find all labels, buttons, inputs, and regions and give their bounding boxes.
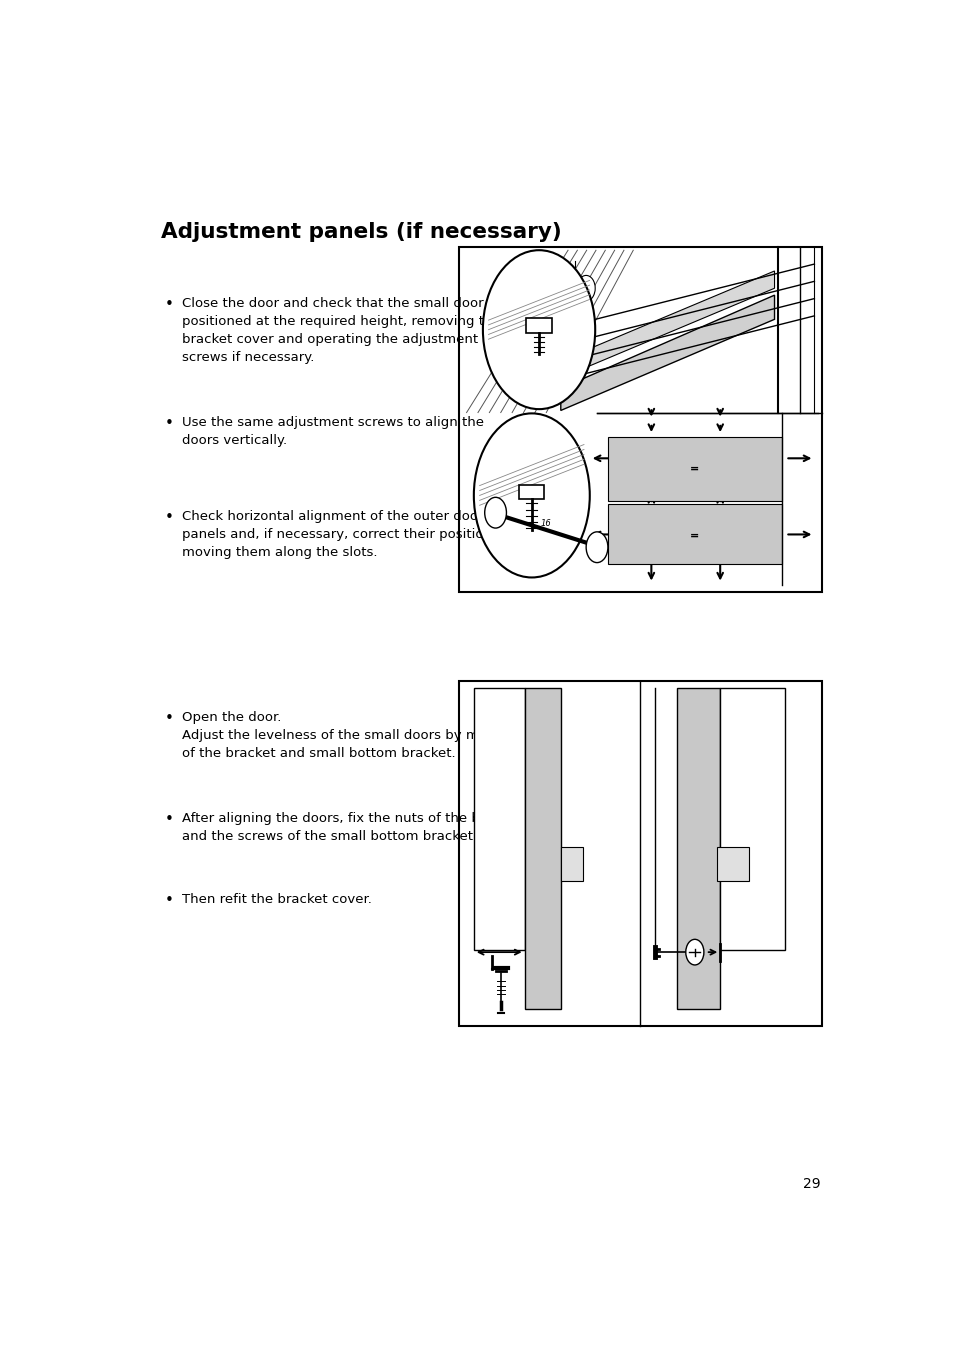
Text: •: •	[165, 811, 173, 826]
Circle shape	[585, 531, 607, 563]
Text: •: •	[165, 416, 173, 431]
Circle shape	[685, 939, 703, 965]
Text: Check horizontal alignment of the outer door
panels and, if necessary, correct t: Check horizontal alignment of the outer …	[182, 511, 512, 560]
Text: 16: 16	[540, 519, 551, 527]
Text: •: •	[165, 893, 173, 908]
Text: Close the door and check that the small door is
positioned at the required heigh: Close the door and check that the small …	[182, 298, 500, 364]
Bar	[676, 688, 720, 1010]
Text: =: =	[689, 463, 699, 474]
Circle shape	[577, 276, 595, 302]
Bar	[474, 688, 524, 950]
Text: Then refit the bracket cover.: Then refit the bracket cover.	[182, 893, 372, 906]
Text: •: •	[165, 298, 173, 313]
Bar	[459, 681, 821, 1026]
Bar	[459, 247, 821, 593]
Circle shape	[482, 250, 595, 409]
Polygon shape	[560, 270, 774, 378]
Bar	[720, 688, 784, 950]
Bar	[560, 847, 582, 882]
Bar	[607, 436, 781, 500]
Text: •: •	[165, 711, 173, 727]
Polygon shape	[560, 295, 774, 410]
Circle shape	[474, 413, 589, 578]
Bar	[607, 504, 781, 564]
Circle shape	[484, 497, 506, 529]
Text: Open the door.
Adjust the levelness of the small doors by means
of the bracket a: Open the door. Adjust the levelness of t…	[182, 711, 510, 761]
Text: 29: 29	[801, 1177, 820, 1190]
Bar	[526, 318, 551, 333]
Text: =: =	[689, 531, 699, 541]
Text: •: •	[165, 511, 173, 526]
Bar	[716, 847, 748, 882]
Text: After aligning the doors, fix the nuts of the bracket
and the screws of the smal: After aligning the doors, fix the nuts o…	[182, 811, 521, 843]
Bar	[518, 485, 544, 499]
Bar	[524, 688, 560, 1010]
Text: Use the same adjustment screws to align the
doors vertically.: Use the same adjustment screws to align …	[182, 416, 483, 447]
Text: Adjustment panels (if necessary): Adjustment panels (if necessary)	[161, 222, 561, 242]
